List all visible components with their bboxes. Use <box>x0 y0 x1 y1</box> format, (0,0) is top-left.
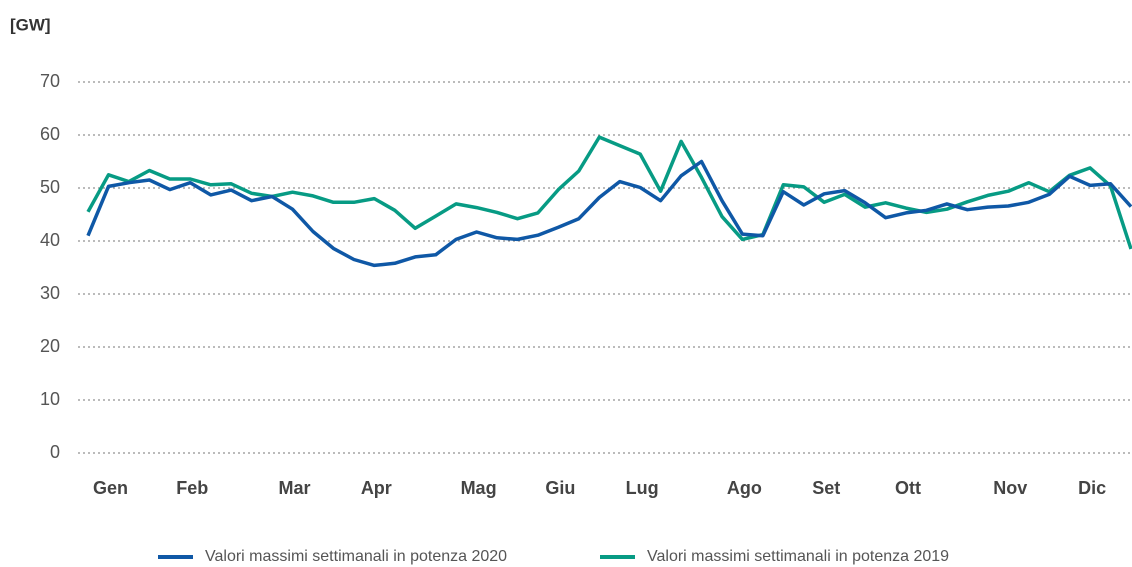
y-tick-label: 60 <box>40 124 60 144</box>
x-tick-label: Ott <box>895 478 921 498</box>
y-tick-label: 70 <box>40 71 60 91</box>
x-tick-label: Set <box>812 478 840 498</box>
x-tick-label: Giu <box>545 478 575 498</box>
y-axis-label: [GW] <box>10 15 51 34</box>
x-tick-label: Apr <box>361 478 392 498</box>
series-line <box>86 159 1132 268</box>
legend-label: Valori massimi settimanali in potenza 20… <box>205 548 507 565</box>
series-line <box>86 135 1132 250</box>
x-tick-label: Dic <box>1078 478 1106 498</box>
x-tick-label: Nov <box>993 478 1027 498</box>
y-tick-label: 30 <box>40 283 60 303</box>
x-tick-label: Mag <box>461 478 497 498</box>
x-tick-label: Lug <box>626 478 659 498</box>
y-tick-label: 10 <box>40 389 60 409</box>
x-tick-label: Ago <box>727 478 762 498</box>
y-tick-label: 40 <box>40 230 60 250</box>
y-tick-label: 20 <box>40 336 60 356</box>
legend-label: Valori massimi settimanali in potenza 20… <box>647 548 949 565</box>
y-tick-label: 50 <box>40 177 60 197</box>
x-tick-label: Feb <box>176 478 208 498</box>
x-tick-label: Mar <box>279 478 311 498</box>
x-tick-label: Gen <box>93 478 128 498</box>
y-tick-label: 0 <box>50 442 60 462</box>
